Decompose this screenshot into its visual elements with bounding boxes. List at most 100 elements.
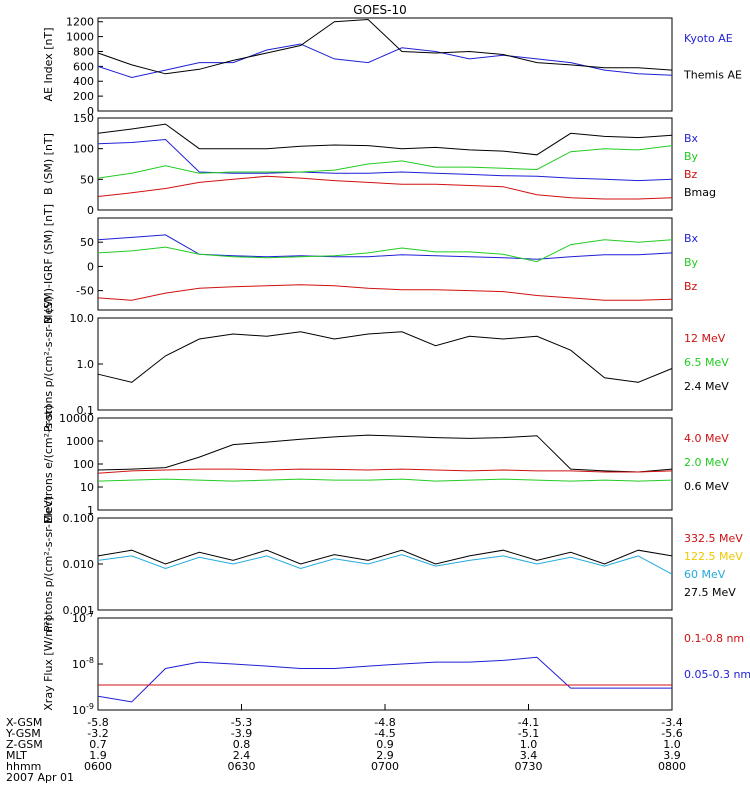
y-tick-label: 0	[87, 260, 94, 273]
legend-entry: 0.1-0.8 nm	[684, 632, 744, 645]
series-line	[97, 478, 673, 482]
x-axis-value: -3.9	[231, 727, 252, 740]
series-line	[97, 18, 673, 75]
legend-entry: 0.6 MeV	[684, 480, 729, 493]
y-tick-label: 0	[87, 204, 94, 217]
panel-frame	[97, 217, 673, 311]
y-axis-label: Protons p/(cm²-s-sr-MeV)	[42, 496, 55, 632]
x-axis-value: 1.9	[89, 749, 107, 762]
legend-entry: Bz	[684, 280, 698, 293]
y-tick-label: 50	[80, 173, 94, 186]
legend-entry: Bmag	[684, 186, 716, 199]
y-tick-label: 1000	[66, 435, 94, 448]
y-axis-label: Electrons e/(cm²-s-sr)	[42, 405, 55, 524]
legend-entry: 6.5 MeV	[684, 356, 729, 369]
y-tick-label: 0.001	[63, 604, 95, 617]
series-line	[97, 554, 673, 575]
legend-entry: Kyoto AE	[684, 32, 733, 45]
x-axis-value: 0700	[371, 760, 399, 773]
x-axis-value: 3.4	[520, 749, 538, 762]
legend-entry: 0.05-0.3 nm	[684, 668, 750, 681]
y-tick-label: 50	[80, 236, 94, 249]
legend-entry: 12 MeV	[684, 332, 726, 345]
series-line	[97, 468, 673, 474]
x-axis-value: -4.5	[374, 727, 395, 740]
y-tick-label: 10-8	[72, 656, 94, 671]
series-line	[97, 331, 673, 383]
panel-3: -50 0 50 B (SM)-IGRF (SM) [nT] Bx By Bz	[42, 204, 699, 324]
x-axis-value: 0.9	[376, 738, 394, 751]
y-tick-label: 0.100	[63, 512, 95, 525]
series-line	[97, 434, 673, 473]
panel-frame	[97, 317, 673, 411]
x-axis-value: -5.6	[661, 727, 682, 740]
x-axis-value: -3.2	[87, 727, 108, 740]
x-axis-value: -3.4	[661, 716, 682, 729]
y-tick-label: 10	[80, 481, 94, 494]
panel-6: 0.001 0.010 0.100 Protons p/(cm²-s-sr-MeV) 3…	[42, 496, 743, 632]
x-axis-value: 2.9	[376, 749, 394, 762]
series-line	[97, 284, 673, 301]
legend-entry: Bx	[684, 132, 699, 145]
panel-frame	[97, 117, 673, 211]
panel-2: 0 50 100 150 B (SM) [nT] Bx By Bz Bmag	[42, 112, 716, 217]
y-tick-label: 0	[87, 105, 94, 118]
legend-entry: 60 MeV	[684, 568, 726, 581]
y-tick-label: 1	[87, 504, 94, 517]
y-tick-label: 10-9	[72, 702, 94, 717]
legend-entry: 2.4 MeV	[684, 380, 729, 393]
series-line	[97, 43, 673, 79]
y-tick-label: 1.0	[77, 358, 95, 371]
y-axis-label: B (SM)-IGRF (SM) [nT]	[42, 204, 55, 324]
y-tick-label: 1000	[66, 31, 94, 44]
y-tick-label: 600	[73, 60, 94, 73]
series-line	[97, 138, 673, 182]
y-tick-label: 0.010	[63, 558, 95, 571]
x-axis-value: 0800	[658, 760, 686, 773]
x-axis-value: -4.8	[374, 716, 395, 729]
y-tick-label: 100	[73, 458, 94, 471]
legend-entry: 122.5 MeV	[684, 550, 743, 563]
legend-entry: 332.5 MeV	[684, 532, 743, 545]
legend-entry: Bz	[684, 168, 698, 181]
chart-title: GOES-10	[353, 3, 407, 17]
y-tick-label: 10.0	[70, 312, 95, 325]
legend-entry: 4.0 MeV	[684, 432, 729, 445]
x-axis-value: 1.0	[663, 738, 681, 751]
series-line	[97, 656, 672, 703]
x-axis-value: 3.9	[663, 749, 681, 762]
panel-4: 0.1 1.0 10.0 Protons p/(cm²-s-sr-MeV) 12 MeV…	[42, 296, 729, 432]
x-axis-value: 0.8	[233, 738, 251, 751]
series-line	[97, 123, 673, 156]
series-line	[97, 145, 673, 179]
x-axis-value: 2.4	[233, 749, 251, 762]
y-tick-label: 150	[73, 112, 94, 125]
series-line	[97, 234, 673, 260]
x-axis-row-label: MLT	[6, 749, 27, 762]
x-axis-value: 0.7	[89, 738, 107, 751]
y-tick-label: 10000	[59, 412, 94, 425]
y-tick-label: -50	[76, 285, 94, 298]
y-tick-label: 0.1	[77, 404, 95, 417]
series-line	[97, 549, 673, 565]
x-axis-row-label: Y-GSM	[5, 727, 41, 740]
x-axis-row-label: Z-GSM	[6, 738, 43, 751]
y-axis-label: Xray Flux [W/m²]	[42, 617, 55, 710]
y-tick-label: 10-7	[72, 610, 94, 625]
x-axis-value: 0600	[84, 760, 112, 773]
panel-frame	[97, 617, 673, 711]
x-axis-value: -5.1	[518, 727, 539, 740]
legend-entry: Bx	[684, 232, 699, 245]
panel-frame	[97, 417, 673, 511]
y-tick-label: 400	[73, 75, 94, 88]
legend-entry: Themis AE	[683, 69, 742, 82]
y-tick-label: 100	[73, 143, 94, 156]
x-axis-value: -5.3	[231, 716, 252, 729]
y-axis-label: Protons p/(cm²-s-sr-MeV)	[42, 296, 55, 432]
panel-5: 1 10 100 1000 10000 Electrons e/(cm²-s-sr) 4.0…	[42, 405, 729, 524]
series-line	[97, 239, 673, 263]
x-axis-value: -5.8	[87, 716, 108, 729]
y-tick-label: 1200	[66, 16, 94, 29]
y-axis-label: AE Index [nT]	[42, 27, 55, 101]
